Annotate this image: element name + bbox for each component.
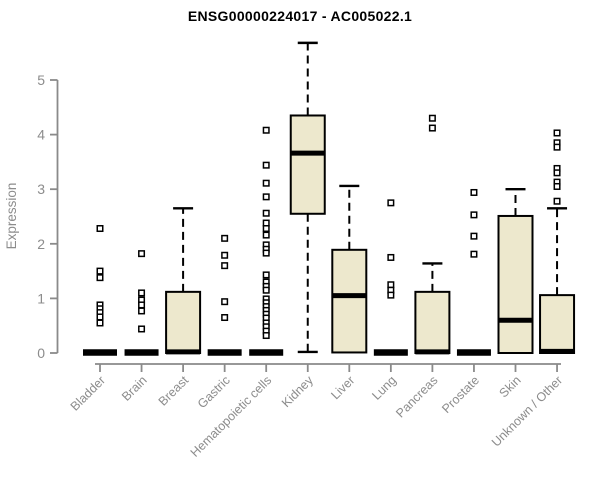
collapsed-box [456, 349, 491, 356]
outlier-point [262, 249, 270, 257]
y-tick-label: 4 [37, 127, 45, 143]
outlier-point [138, 250, 146, 258]
outlier-point [553, 143, 561, 151]
outlier-point [221, 314, 229, 322]
x-tick-label: Hematopoietic cells [188, 373, 275, 460]
outlier-point [262, 271, 270, 279]
outlier-point [96, 225, 104, 233]
outlier-point [96, 274, 104, 282]
x-tick-label: Gastric [195, 373, 233, 411]
y-tick-label: 5 [37, 72, 45, 88]
x-tick-label: Breast [156, 373, 192, 409]
outlier-point [138, 307, 146, 315]
y-tick-label: 0 [37, 345, 45, 361]
collapsed-box [207, 349, 242, 356]
outlier-point [262, 126, 270, 134]
outlier-point [387, 281, 395, 289]
outlier-point [262, 286, 270, 294]
outlier-point [96, 319, 104, 327]
chart-title: ENSG00000224017 - AC005022.1 [187, 8, 413, 24]
outlier-point [470, 250, 478, 258]
outlier-point [553, 197, 561, 205]
x-tick-label: Brain [119, 373, 150, 404]
outlier-point [262, 219, 270, 227]
outlier-point [387, 199, 395, 207]
outlier-point [138, 289, 146, 297]
x-tick-label: Unknown / Other [489, 373, 565, 449]
collapsed-box [83, 349, 117, 356]
outlier-point [387, 253, 395, 261]
outlier-point [96, 313, 104, 321]
box [414, 290, 451, 354]
outlier-point [470, 188, 478, 196]
outlier-point [138, 301, 146, 309]
x-tick-label: Skin [497, 373, 524, 400]
x-tick-label: Lung [369, 373, 399, 403]
outlier-point [553, 129, 561, 137]
outlier-point [428, 114, 436, 122]
outlier-point [262, 161, 270, 169]
box [497, 214, 534, 354]
outlier-point [262, 193, 270, 201]
y-tick-label: 3 [37, 181, 45, 197]
outlier-point [553, 169, 561, 177]
box [165, 290, 202, 354]
y-tick-label: 2 [37, 236, 45, 252]
outlier-point [138, 325, 146, 333]
outlier-point [221, 298, 229, 306]
y-axis-label: Expression [4, 183, 19, 250]
collapsed-box [373, 349, 408, 356]
x-tick-label: Bladder [68, 373, 108, 413]
outlier-point [387, 291, 395, 299]
outlier-point [428, 124, 436, 132]
outlier-point [470, 211, 478, 219]
box [289, 114, 326, 215]
outlier-point [262, 332, 270, 340]
x-tick-label: Prostate [439, 373, 482, 416]
x-tick-label: Liver [328, 373, 357, 402]
y-tick-label: 1 [37, 290, 45, 306]
collapsed-box [124, 349, 159, 356]
outlier-point [221, 234, 229, 242]
x-tick-label: Kidney [279, 373, 316, 410]
outlier-point [262, 231, 270, 239]
outlier-point [96, 267, 104, 275]
outlier-point [262, 179, 270, 187]
collapsed-box [249, 349, 284, 356]
box [331, 248, 368, 354]
box [539, 294, 576, 354]
outlier-point [262, 225, 270, 233]
x-tick-label: Pancreas [393, 373, 440, 420]
outlier-point [553, 182, 561, 190]
outlier-point [221, 262, 229, 270]
outlier-point [470, 232, 478, 240]
outlier-point [221, 251, 229, 259]
outlier-point [262, 209, 270, 217]
